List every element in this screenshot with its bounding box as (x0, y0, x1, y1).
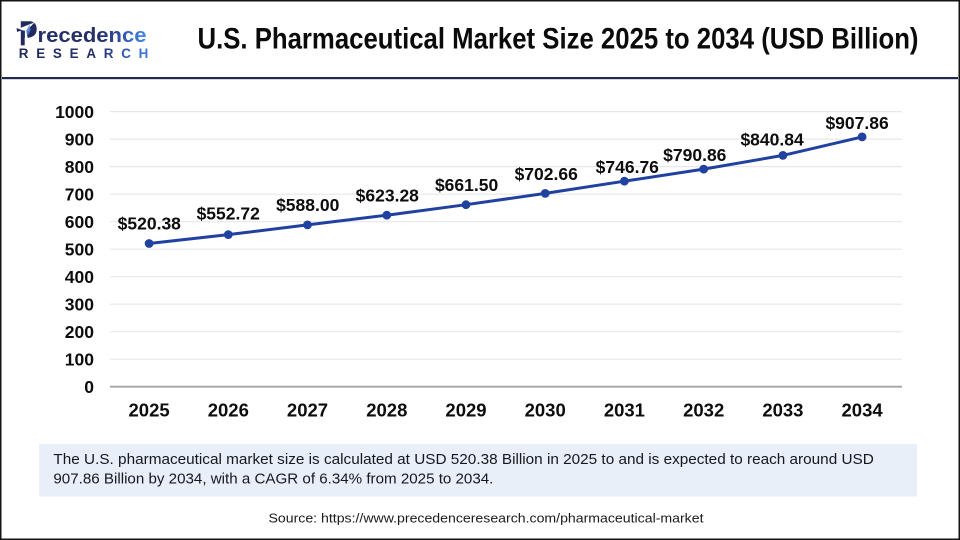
svg-text:2029: 2029 (445, 400, 486, 421)
svg-text:0: 0 (84, 377, 94, 397)
svg-text:The U.S. pharmaceutical market: The U.S. pharmaceutical market size is c… (53, 452, 873, 468)
svg-text:400: 400 (65, 267, 94, 287)
svg-text:2030: 2030 (525, 400, 566, 421)
svg-text:$661.50: $661.50 (435, 175, 499, 195)
svg-text:2027: 2027 (287, 400, 328, 421)
svg-text:$552.72: $552.72 (197, 204, 261, 224)
svg-text:U.S. Pharmaceutical Market Siz: U.S. Pharmaceutical Market Size 2025 to … (198, 23, 919, 56)
svg-text:$623.28: $623.28 (356, 186, 420, 206)
svg-text:2034: 2034 (842, 400, 884, 421)
svg-text:100: 100 (65, 349, 94, 369)
svg-text:907.86 Billion by 2034, with a: 907.86 Billion by 2034, with a CAGR of 6… (53, 472, 493, 488)
svg-text:200: 200 (65, 322, 94, 342)
svg-text:600: 600 (65, 212, 94, 232)
svg-text:1000: 1000 (55, 102, 94, 122)
svg-text:recedence: recedence (38, 25, 147, 47)
svg-text:700: 700 (65, 184, 94, 204)
svg-text:2033: 2033 (762, 400, 803, 421)
svg-text:$746.76: $746.76 (596, 157, 660, 177)
svg-text:$790.86: $790.86 (663, 145, 727, 165)
svg-text:500: 500 (65, 239, 94, 259)
svg-text:2025: 2025 (129, 400, 170, 421)
svg-text:2026: 2026 (208, 400, 249, 421)
svg-text:2032: 2032 (683, 400, 724, 421)
svg-text:$588.00: $588.00 (276, 195, 340, 215)
svg-text:Source: https://www.precedence: Source: https://www.precedenceresearch.c… (269, 511, 704, 526)
svg-text:$702.66: $702.66 (515, 164, 579, 184)
svg-text:900: 900 (65, 129, 94, 149)
svg-text:2028: 2028 (366, 400, 407, 421)
svg-text:$840.84: $840.84 (740, 130, 804, 150)
svg-text:2031: 2031 (604, 400, 645, 421)
svg-text:300: 300 (65, 294, 94, 314)
svg-text:800: 800 (65, 157, 94, 177)
svg-text:$520.38: $520.38 (118, 213, 182, 233)
svg-text:$907.86: $907.86 (825, 113, 889, 133)
svg-text:RESEARCH: RESEARCH (19, 46, 149, 61)
